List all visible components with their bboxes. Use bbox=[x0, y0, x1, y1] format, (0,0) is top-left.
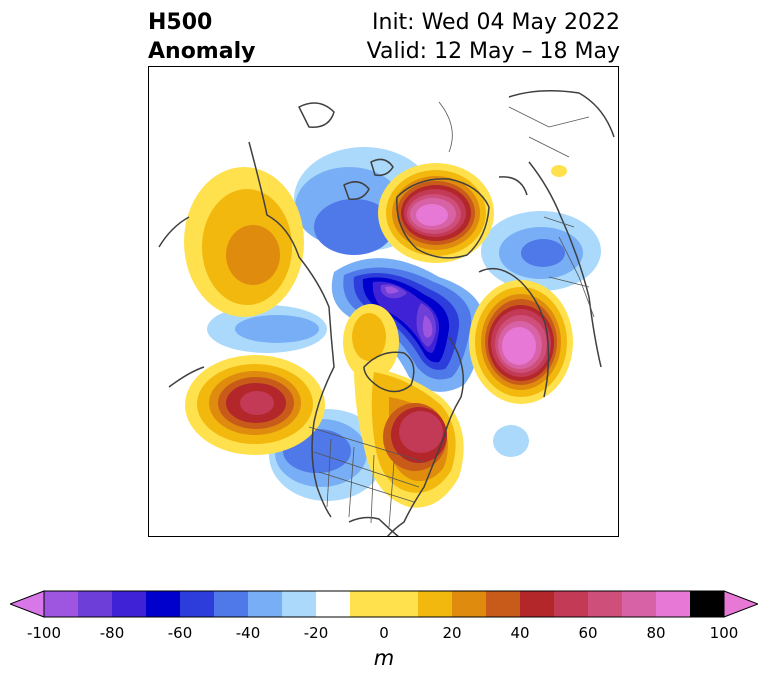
valid-range: Valid: 12 May – 18 May bbox=[366, 39, 620, 64]
trough-polar bbox=[331, 258, 484, 392]
colorbar-tick-label: 40 bbox=[510, 624, 530, 642]
colorbar-band bbox=[520, 591, 555, 617]
colorbar-band bbox=[146, 591, 181, 617]
trough-west-pacific bbox=[207, 305, 327, 353]
colorbar-tick-label: 100 bbox=[709, 624, 739, 642]
ridge-greenland bbox=[378, 163, 494, 263]
colorbar-band bbox=[180, 591, 215, 617]
colorbar-band bbox=[248, 591, 283, 617]
colorbar-unit-label: m bbox=[373, 646, 395, 670]
trough-europe bbox=[481, 211, 601, 291]
colorbar-over-triangle bbox=[723, 590, 758, 618]
anomaly-map bbox=[148, 66, 619, 537]
colorbar-band bbox=[316, 591, 351, 617]
ridge-central-asia bbox=[469, 280, 573, 404]
map-dates: Init: Wed 04 May 2022 Valid: 12 May – 18… bbox=[367, 8, 620, 66]
title-subvariable: Anomaly bbox=[148, 39, 256, 64]
colorbar-tick-label: -60 bbox=[167, 624, 193, 642]
colorbar-ticks: -100 -80 -60 -40 -20 0 20 40 60 80 100 bbox=[0, 624, 768, 644]
ridge-pacific bbox=[185, 355, 325, 455]
colorbar-tick-label: 80 bbox=[646, 624, 666, 642]
ridge-alaska bbox=[184, 167, 304, 317]
colorbar-tick-label: -40 bbox=[235, 624, 261, 642]
colorbar-tick-label: -100 bbox=[26, 624, 62, 642]
colorbar-tick-label: 60 bbox=[578, 624, 598, 642]
colorbar-tick-label: 0 bbox=[379, 624, 389, 642]
colorbar-band bbox=[486, 591, 521, 617]
map-title: H500 Anomaly bbox=[148, 8, 255, 66]
colorbar-band bbox=[656, 591, 691, 617]
colorbar-band bbox=[282, 591, 317, 617]
colorbar-band bbox=[112, 591, 147, 617]
colorbar-outline bbox=[43, 590, 725, 618]
colorbar-band bbox=[350, 591, 419, 617]
colorbar-tick-label: -20 bbox=[303, 624, 329, 642]
colorbar-band bbox=[214, 591, 249, 617]
colorbar-band bbox=[78, 591, 113, 617]
coastlines bbox=[158, 90, 615, 536]
init-date: Init: Wed 04 May 2022 bbox=[372, 10, 620, 35]
colorbar-band bbox=[622, 591, 657, 617]
colorbar bbox=[10, 590, 758, 618]
colorbar-band bbox=[452, 591, 487, 617]
small-anomaly-patches bbox=[493, 165, 567, 457]
colorbar-tick-label: -80 bbox=[99, 624, 125, 642]
colorbar-under-triangle bbox=[10, 590, 45, 618]
title-variable: H500 bbox=[148, 10, 213, 35]
colorbar-band bbox=[44, 591, 79, 617]
political-borders bbox=[308, 101, 595, 528]
colorbar-band bbox=[418, 591, 453, 617]
colorbar-tick-label: 20 bbox=[442, 624, 462, 642]
colorbar-band bbox=[690, 591, 725, 617]
ridge-eastern-north-america bbox=[343, 304, 464, 508]
colorbar-band bbox=[554, 591, 589, 617]
colorbar-band bbox=[588, 591, 623, 617]
